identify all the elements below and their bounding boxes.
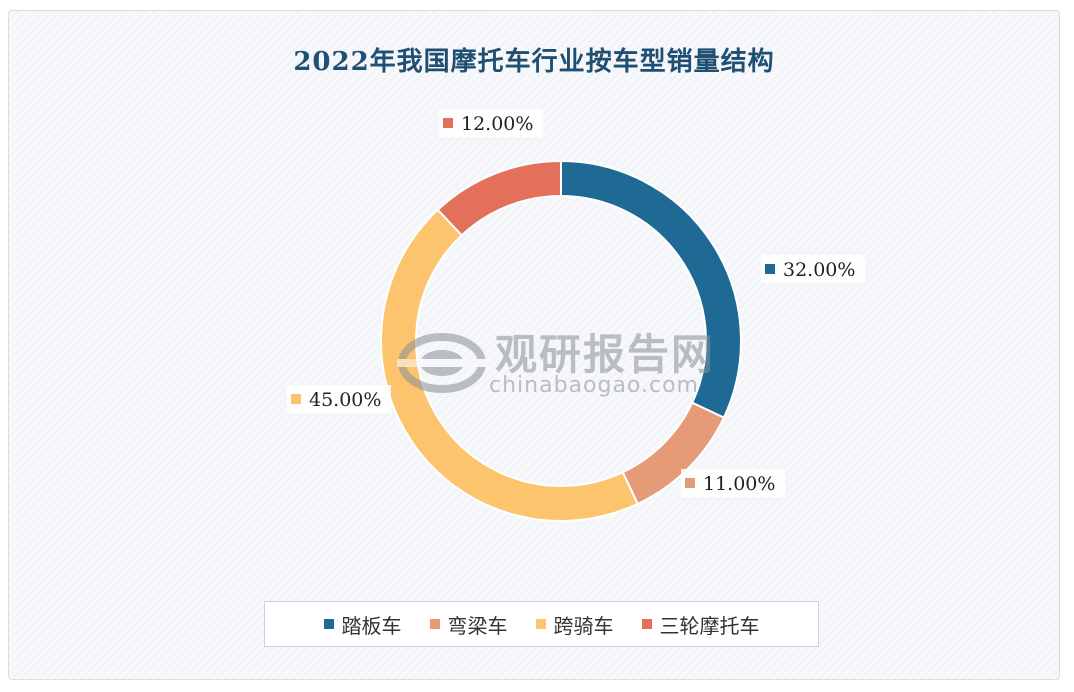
data-label-bg [761, 255, 865, 283]
data-label-text: 11.00% [703, 473, 775, 495]
legend-item-scooter: 踏板车 [323, 610, 402, 639]
data-label-text: 32.00% [783, 259, 855, 281]
data-label-0: 32.00% [761, 255, 865, 283]
legend-swatch [323, 619, 334, 629]
data-label-marker [765, 264, 775, 274]
legend-label: 踏板车 [341, 613, 402, 638]
chart-legend: 踏板车 弯梁车 跨骑车 三轮摩托车 [264, 601, 819, 647]
data-label-marker [685, 478, 695, 488]
legend-label: 跨骑车 [553, 613, 614, 638]
donut-chart: 32.00% 11.00% 45.00% 12.00% [287, 109, 865, 522]
data-label-marker [291, 394, 301, 404]
data-label-text: 45.00% [309, 389, 381, 411]
data-label-bg [439, 109, 543, 137]
legend-label: 弯梁车 [447, 613, 508, 638]
legend-label: 三轮摩托车 [659, 613, 760, 638]
donut-slice-3 [436, 159, 562, 237]
data-label-marker [443, 118, 453, 128]
chart-frame: 2022年我国摩托车行业按车型销量结构 32.00% 11.00% 45.00% 12… [8, 10, 1060, 680]
data-label-2: 45.00% [287, 385, 391, 413]
data-label-bg [681, 469, 785, 497]
legend-item-straddle: 跨骑车 [535, 610, 614, 639]
legend-swatch [641, 619, 652, 629]
donut-slice-0 [560, 159, 742, 419]
legend-swatch [535, 619, 546, 629]
data-label-1: 11.00% [681, 469, 785, 497]
donut-slice-2 [380, 208, 639, 522]
legend-item-underbone: 弯梁车 [429, 610, 508, 639]
legend-swatch [429, 619, 440, 629]
data-label-3: 12.00% [439, 109, 543, 137]
chart-title: 2022年我国摩托车行业按车型销量结构 [293, 47, 775, 77]
data-label-text: 12.00% [461, 113, 533, 135]
legend-item-tricycle: 三轮摩托车 [641, 610, 760, 639]
data-label-bg [287, 385, 391, 413]
